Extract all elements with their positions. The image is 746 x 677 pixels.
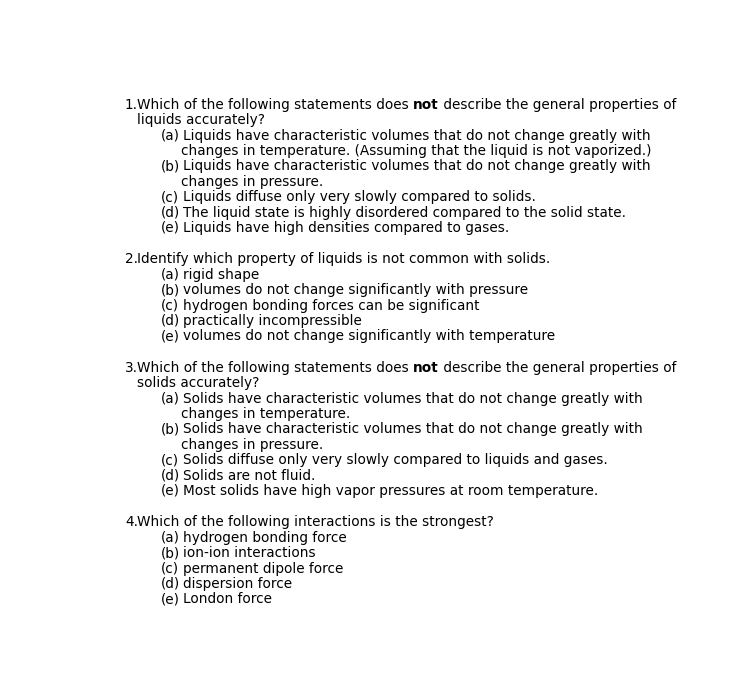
Text: (d): (d)	[161, 314, 180, 328]
Text: 3.: 3.	[125, 361, 138, 375]
Text: (a): (a)	[161, 129, 180, 143]
Text: Identify which property of liquids is not common with solids.: Identify which property of liquids is no…	[137, 253, 551, 267]
Text: dispersion force: dispersion force	[183, 577, 292, 591]
Text: Which of the following interactions is the strongest?: Which of the following interactions is t…	[137, 515, 494, 529]
Text: (b): (b)	[161, 283, 180, 297]
Text: (d): (d)	[161, 577, 180, 591]
Text: Which of the following statements does: Which of the following statements does	[137, 361, 413, 375]
Text: Solids have characteristic volumes that do not change greatly with: Solids have characteristic volumes that …	[183, 391, 642, 406]
Text: (c): (c)	[161, 561, 179, 575]
Text: describe the general properties of: describe the general properties of	[439, 361, 677, 375]
Text: solids accurately?: solids accurately?	[137, 376, 260, 390]
Text: Liquids have high densities compared to gases.: Liquids have high densities compared to …	[183, 221, 509, 235]
Text: Solids are not fluid.: Solids are not fluid.	[183, 468, 316, 483]
Text: The liquid state is highly disordered compared to the solid state.: The liquid state is highly disordered co…	[183, 206, 626, 219]
Text: Most solids have high vapor pressures at room temperature.: Most solids have high vapor pressures at…	[183, 484, 598, 498]
Text: practically incompressible: practically incompressible	[183, 314, 362, 328]
Text: Liquids diffuse only very slowly compared to solids.: Liquids diffuse only very slowly compare…	[183, 190, 536, 204]
Text: Liquids have characteristic volumes that do not change greatly with: Liquids have characteristic volumes that…	[183, 129, 651, 143]
Text: 2.: 2.	[125, 253, 138, 267]
Text: (e): (e)	[161, 221, 180, 235]
Text: (c): (c)	[161, 453, 179, 467]
Text: rigid shape: rigid shape	[183, 268, 259, 282]
Text: 1.: 1.	[125, 98, 138, 112]
Text: (c): (c)	[161, 299, 179, 313]
Text: liquids accurately?: liquids accurately?	[137, 113, 265, 127]
Text: not: not	[413, 98, 439, 112]
Text: ion-ion interactions: ion-ion interactions	[183, 546, 316, 560]
Text: 4.: 4.	[125, 515, 138, 529]
Text: (e): (e)	[161, 484, 180, 498]
Text: changes in temperature.: changes in temperature.	[181, 407, 351, 421]
Text: changes in pressure.: changes in pressure.	[181, 438, 323, 452]
Text: (d): (d)	[161, 206, 180, 219]
Text: (b): (b)	[161, 422, 180, 437]
Text: Solids have characteristic volumes that do not change greatly with: Solids have characteristic volumes that …	[183, 422, 642, 437]
Text: changes in pressure.: changes in pressure.	[181, 175, 323, 189]
Text: Which of the following statements does: Which of the following statements does	[137, 98, 413, 112]
Text: not: not	[413, 361, 439, 375]
Text: volumes do not change significantly with temperature: volumes do not change significantly with…	[183, 330, 555, 343]
Text: describe the general properties of: describe the general properties of	[439, 98, 677, 112]
Text: volumes do not change significantly with pressure: volumes do not change significantly with…	[183, 283, 528, 297]
Text: Liquids have characteristic volumes that do not change greatly with: Liquids have characteristic volumes that…	[183, 159, 651, 173]
Text: Solids diffuse only very slowly compared to liquids and gases.: Solids diffuse only very slowly compared…	[183, 453, 607, 467]
Text: London force: London force	[183, 592, 272, 607]
Text: (a): (a)	[161, 531, 180, 545]
Text: (a): (a)	[161, 391, 180, 406]
Text: (d): (d)	[161, 468, 180, 483]
Text: changes in temperature. (Assuming that the liquid is not vaporized.): changes in temperature. (Assuming that t…	[181, 144, 651, 158]
Text: (e): (e)	[161, 330, 180, 343]
Text: (b): (b)	[161, 159, 180, 173]
Text: (c): (c)	[161, 190, 179, 204]
Text: hydrogen bonding forces can be significant: hydrogen bonding forces can be significa…	[183, 299, 480, 313]
Text: (b): (b)	[161, 546, 180, 560]
Text: (a): (a)	[161, 268, 180, 282]
Text: hydrogen bonding force: hydrogen bonding force	[183, 531, 347, 545]
Text: permanent dipole force: permanent dipole force	[183, 561, 343, 575]
Text: (e): (e)	[161, 592, 180, 607]
